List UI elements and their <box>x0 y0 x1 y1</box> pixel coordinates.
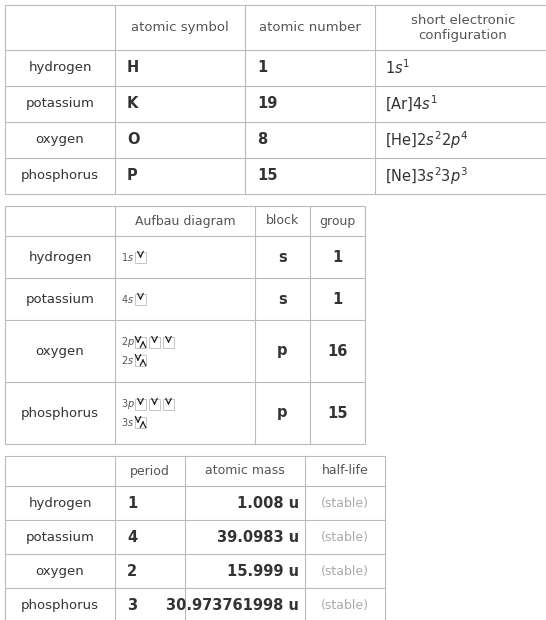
Text: (stable): (stable) <box>321 598 369 611</box>
Text: $3s$: $3s$ <box>121 416 134 428</box>
Text: $[\mathrm{Ar}]4s^{1}$: $[\mathrm{Ar}]4s^{1}$ <box>385 94 437 114</box>
Text: 15.999 u: 15.999 u <box>227 564 299 578</box>
Text: 2: 2 <box>127 564 137 578</box>
Text: H: H <box>127 61 139 76</box>
Text: P: P <box>127 169 138 184</box>
Text: $[\mathrm{Ne}]3s^{2}3p^{3}$: $[\mathrm{Ne}]3s^{2}3p^{3}$ <box>385 165 468 187</box>
Bar <box>5 5 546 194</box>
Text: (stable): (stable) <box>321 497 369 510</box>
Text: 1: 1 <box>333 249 343 265</box>
Text: atomic number: atomic number <box>259 21 361 34</box>
Text: $[\mathrm{He}]2s^{2}2p^{4}$: $[\mathrm{He}]2s^{2}2p^{4}$ <box>385 129 468 151</box>
Text: 1.008 u: 1.008 u <box>237 495 299 510</box>
Text: group: group <box>319 215 355 228</box>
Text: $2s$: $2s$ <box>121 354 134 366</box>
Text: hydrogen: hydrogen <box>28 497 92 510</box>
Text: 3: 3 <box>127 598 137 613</box>
Text: $1s$: $1s$ <box>121 251 134 263</box>
Bar <box>163 337 174 347</box>
Text: phosphorus: phosphorus <box>21 598 99 611</box>
Text: 15: 15 <box>257 169 277 184</box>
Text: 16: 16 <box>327 343 348 358</box>
Text: s: s <box>278 291 287 306</box>
Text: p: p <box>277 405 288 420</box>
Text: oxygen: oxygen <box>35 345 85 358</box>
Text: potassium: potassium <box>26 97 94 110</box>
Bar <box>135 337 146 347</box>
Text: 1: 1 <box>333 291 343 306</box>
Bar <box>135 293 146 304</box>
Text: Aufbau diagram: Aufbau diagram <box>135 215 235 228</box>
Text: (stable): (stable) <box>321 531 369 544</box>
Text: half-life: half-life <box>322 464 369 477</box>
Text: oxygen: oxygen <box>35 564 85 577</box>
Text: oxygen: oxygen <box>35 133 85 146</box>
Text: $4s$: $4s$ <box>121 293 134 305</box>
Bar <box>5 456 385 620</box>
Bar <box>135 399 146 409</box>
Text: 39.0983 u: 39.0983 u <box>217 529 299 544</box>
Text: phosphorus: phosphorus <box>21 407 99 420</box>
Text: s: s <box>278 249 287 265</box>
Text: 4: 4 <box>127 529 137 544</box>
Text: phosphorus: phosphorus <box>21 169 99 182</box>
Text: K: K <box>127 97 138 112</box>
Bar <box>135 417 146 428</box>
Text: 1: 1 <box>257 61 267 76</box>
Text: (stable): (stable) <box>321 564 369 577</box>
Text: O: O <box>127 133 139 148</box>
Text: 8: 8 <box>257 133 267 148</box>
Text: potassium: potassium <box>26 531 94 544</box>
Text: atomic symbol: atomic symbol <box>131 21 229 34</box>
Bar <box>149 337 160 347</box>
Text: potassium: potassium <box>26 293 94 306</box>
Bar <box>135 355 146 366</box>
Text: 19: 19 <box>257 97 277 112</box>
Text: hydrogen: hydrogen <box>28 250 92 264</box>
Text: period: period <box>130 464 170 477</box>
Bar <box>149 399 160 409</box>
Bar <box>163 399 174 409</box>
Text: short electronic
configuration: short electronic configuration <box>411 14 515 42</box>
Text: $3p$: $3p$ <box>121 397 135 411</box>
Text: 30.973761998 u: 30.973761998 u <box>166 598 299 613</box>
Bar <box>135 252 146 262</box>
Text: block: block <box>266 215 299 228</box>
Text: 1: 1 <box>127 495 137 510</box>
Text: hydrogen: hydrogen <box>28 61 92 74</box>
Text: atomic mass: atomic mass <box>205 464 285 477</box>
Text: 15: 15 <box>327 405 348 420</box>
Bar <box>5 206 365 444</box>
Text: $1s^{1}$: $1s^{1}$ <box>385 59 410 78</box>
Text: p: p <box>277 343 288 358</box>
Text: $2p$: $2p$ <box>121 335 135 349</box>
